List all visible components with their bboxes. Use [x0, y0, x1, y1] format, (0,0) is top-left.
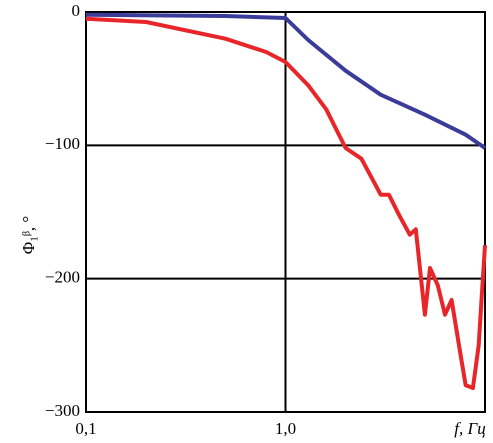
series-line — [85, 12, 487, 150]
y-tick-label: −300 — [45, 401, 80, 420]
y-axis-label: Φ₁ᵝ, ° — [19, 216, 38, 254]
y-tick-label: −200 — [45, 268, 80, 287]
y-tick-label: −100 — [45, 134, 80, 153]
x-tick-label: 0,1 — [75, 419, 96, 438]
series-line — [85, 16, 487, 390]
y-tick-label: 0 — [72, 1, 81, 20]
x-axis-label: f, Гц — [454, 419, 485, 438]
x-tick-label: 1,0 — [275, 419, 296, 438]
